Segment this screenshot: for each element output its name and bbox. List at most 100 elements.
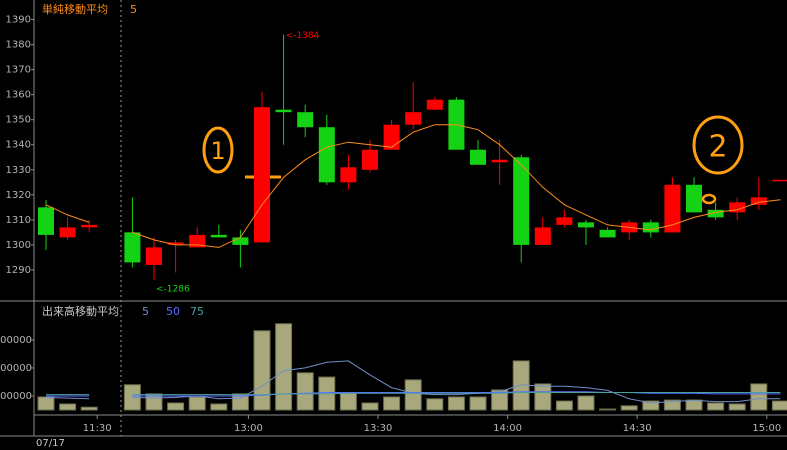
y-tick-label: 3000000	[0, 363, 32, 374]
volume-bar	[37, 396, 55, 411]
candle-body	[189, 234, 206, 248]
volume-bar	[404, 379, 422, 411]
volume-bar	[491, 389, 509, 411]
volume-bar	[447, 396, 465, 411]
volume-bar	[339, 392, 357, 411]
y-tick-label: 1380	[6, 40, 31, 51]
hand-circle	[692, 115, 744, 175]
candle-body	[513, 157, 530, 245]
candle-body	[124, 232, 141, 263]
y-tick-label: 5000000	[0, 335, 32, 346]
legend-label: 50	[166, 305, 180, 318]
candle-body	[772, 179, 787, 182]
annotation: <-1286	[156, 284, 190, 294]
volume-bar	[167, 402, 185, 411]
x-tick-label: 13:00	[234, 423, 263, 434]
volume-bar	[555, 400, 573, 411]
candle-body	[599, 229, 616, 238]
candle-body	[146, 247, 162, 265]
volume-bar	[620, 405, 638, 411]
candle-body	[81, 224, 98, 228]
candle-body	[534, 227, 551, 245]
date-label: 07/17	[36, 438, 65, 449]
volume-bar	[577, 395, 595, 411]
volume-bar	[383, 396, 401, 411]
candle-body	[556, 217, 573, 225]
volume-bar	[361, 402, 379, 411]
candle-body	[297, 112, 314, 128]
y-tick-label: 1320	[6, 190, 31, 201]
annotation: <-1384	[286, 31, 320, 41]
y-tick-label: 1310	[6, 215, 31, 226]
volume-bar	[426, 398, 444, 411]
y-tick-label: 1390	[6, 15, 31, 26]
hand-circle	[202, 126, 234, 174]
candle-body	[664, 184, 681, 233]
candle-body	[275, 109, 292, 113]
candle-body	[707, 209, 724, 218]
legend-label: 5	[142, 305, 149, 318]
candle-body	[750, 197, 767, 205]
volume-bar	[80, 406, 98, 411]
volume-average	[46, 392, 781, 396]
x-tick-label: 14:30	[623, 423, 652, 434]
candle-body	[59, 227, 76, 238]
y-tick-label: 1340	[6, 140, 31, 151]
volume-bar	[275, 323, 293, 411]
candle-body	[405, 112, 422, 125]
volume-bar	[771, 400, 787, 411]
volume-bar	[296, 372, 314, 411]
volume-bar	[469, 396, 487, 411]
x-tick-label: 15:00	[752, 423, 781, 434]
candle-body	[491, 159, 508, 163]
volume-average	[45, 360, 781, 404]
y-tick-label: 1350	[6, 115, 31, 126]
legend-label: 75	[190, 305, 204, 318]
legend-label: 5	[130, 3, 137, 16]
y-tick-label: 1370	[6, 65, 31, 76]
volume-bar	[534, 383, 552, 411]
volume-bar	[707, 402, 725, 411]
candle-body	[642, 222, 659, 233]
volume-bar	[750, 383, 768, 411]
candle-body	[232, 237, 249, 245]
y-tick-label: 1300	[6, 240, 31, 251]
hand-mark	[701, 193, 717, 205]
y-tick-label: 1330	[6, 165, 31, 176]
moving-average	[45, 124, 781, 248]
candle-body	[210, 234, 227, 238]
volume-average	[46, 391, 781, 397]
candle-body	[686, 184, 702, 213]
volume-bar	[253, 330, 271, 411]
volume-bar	[210, 403, 228, 411]
candle-body	[470, 149, 486, 165]
candle-body	[383, 124, 400, 150]
chart-title: 単純移動平均	[42, 2, 108, 16]
candle-body	[167, 242, 184, 245]
candle-body	[254, 107, 270, 243]
volume-bar	[188, 396, 206, 411]
hand-label: 1	[210, 137, 225, 165]
volume-bar	[685, 399, 703, 411]
y-tick-label: 1000000	[0, 391, 32, 402]
x-tick-label: 14:00	[493, 423, 522, 434]
x-tick-label: 11:30	[83, 423, 112, 434]
candle-body	[318, 127, 335, 183]
hand-label: 2	[708, 130, 727, 165]
x-tick-label: 13:30	[364, 423, 393, 434]
candle-body	[362, 149, 378, 170]
candle-body	[578, 222, 594, 228]
y-tick-label: 1290	[6, 265, 31, 276]
volume-bar	[59, 403, 77, 411]
candle-body	[38, 207, 54, 235]
chart-title: 出来高移動平均	[42, 304, 119, 318]
volume-bar	[728, 403, 746, 411]
candle-body	[340, 167, 357, 183]
volume-bar	[599, 408, 617, 411]
candle-body	[729, 202, 746, 213]
y-tick-label: 1360	[6, 90, 31, 101]
candle-body	[426, 99, 443, 110]
volume-bar	[642, 400, 660, 411]
volume-bar	[663, 399, 681, 411]
